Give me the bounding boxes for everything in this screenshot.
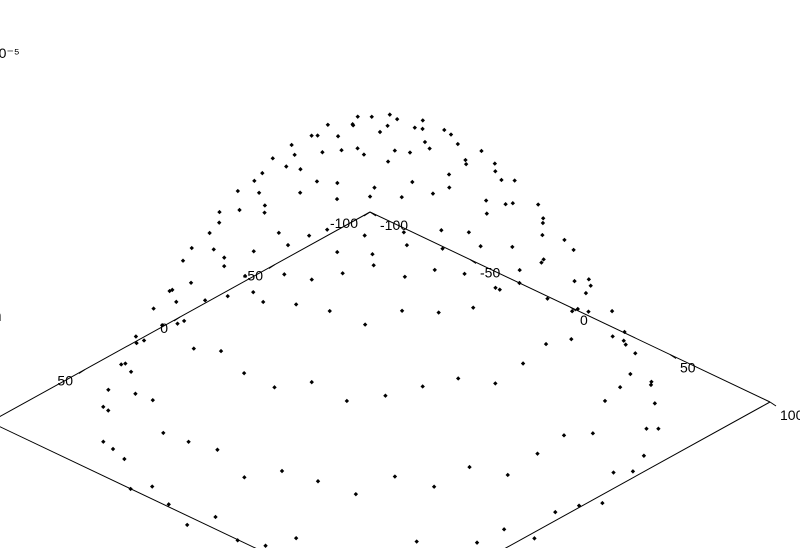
svg-text:-100: -100 [330,215,358,231]
svg-text:y/mm: y/mm [0,308,2,325]
svg-text:0: 0 [580,312,588,328]
plot-svg: -4-202468-100-50050100-100-50050100x/mmy… [0,0,800,548]
svg-text:50: 50 [57,373,73,389]
svg-text:50: 50 [680,360,696,376]
svg-text:0: 0 [160,320,168,336]
svg-text:100: 100 [780,407,800,423]
scatter3d-chart: -4-202468-100-50050100-100-50050100x/mmy… [0,0,800,548]
svg-text:-50: -50 [480,265,500,281]
svg-text:x 10⁻⁵: x 10⁻⁵ [0,45,20,61]
